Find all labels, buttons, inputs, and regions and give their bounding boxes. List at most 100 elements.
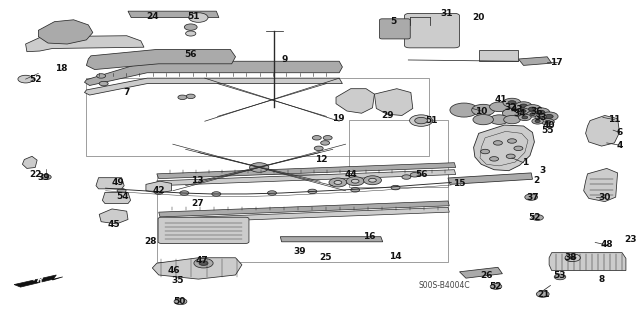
Polygon shape bbox=[38, 20, 93, 44]
Circle shape bbox=[351, 179, 359, 183]
Circle shape bbox=[268, 191, 276, 195]
Text: 19: 19 bbox=[332, 114, 344, 123]
Text: 54: 54 bbox=[116, 192, 129, 201]
Text: 42: 42 bbox=[152, 186, 165, 195]
Text: 43: 43 bbox=[511, 105, 524, 114]
Text: 16: 16 bbox=[363, 232, 376, 241]
Text: 20: 20 bbox=[472, 13, 485, 22]
Text: 33: 33 bbox=[534, 113, 547, 122]
Circle shape bbox=[540, 112, 558, 121]
Polygon shape bbox=[448, 173, 532, 184]
Text: 29: 29 bbox=[381, 111, 394, 120]
Polygon shape bbox=[474, 125, 534, 171]
Text: 56: 56 bbox=[415, 170, 428, 179]
Circle shape bbox=[570, 256, 576, 259]
Circle shape bbox=[99, 81, 108, 86]
Circle shape bbox=[532, 118, 543, 124]
Polygon shape bbox=[549, 253, 626, 271]
Polygon shape bbox=[584, 168, 618, 202]
Polygon shape bbox=[99, 209, 128, 224]
Text: 3: 3 bbox=[540, 166, 546, 175]
Text: 9: 9 bbox=[282, 55, 288, 63]
Text: 6: 6 bbox=[616, 128, 623, 137]
Polygon shape bbox=[14, 275, 63, 287]
Text: 44: 44 bbox=[344, 170, 357, 179]
Circle shape bbox=[117, 189, 126, 193]
Text: 46: 46 bbox=[168, 266, 180, 275]
Circle shape bbox=[521, 110, 526, 112]
Polygon shape bbox=[159, 207, 449, 223]
Text: 37: 37 bbox=[526, 193, 539, 202]
Text: 25: 25 bbox=[319, 253, 332, 262]
Polygon shape bbox=[26, 36, 144, 52]
Text: 1: 1 bbox=[522, 158, 528, 167]
Text: 41: 41 bbox=[494, 95, 507, 104]
Text: 2: 2 bbox=[533, 176, 540, 185]
Circle shape bbox=[530, 113, 535, 115]
Circle shape bbox=[180, 191, 189, 195]
Circle shape bbox=[334, 181, 342, 184]
Circle shape bbox=[514, 146, 523, 151]
Text: 14: 14 bbox=[389, 252, 402, 261]
Circle shape bbox=[314, 146, 323, 151]
Text: 31: 31 bbox=[440, 9, 453, 18]
Circle shape bbox=[518, 108, 529, 114]
Circle shape bbox=[481, 149, 490, 154]
Circle shape bbox=[174, 298, 187, 305]
Text: 38: 38 bbox=[564, 253, 577, 262]
Circle shape bbox=[565, 256, 577, 261]
Circle shape bbox=[472, 104, 495, 116]
Circle shape bbox=[493, 141, 502, 145]
Circle shape bbox=[250, 163, 269, 172]
Circle shape bbox=[532, 215, 543, 220]
Circle shape bbox=[529, 107, 536, 111]
Circle shape bbox=[545, 115, 553, 118]
Polygon shape bbox=[84, 78, 342, 95]
Circle shape bbox=[154, 190, 163, 194]
Circle shape bbox=[554, 274, 566, 280]
Circle shape bbox=[502, 108, 522, 118]
Circle shape bbox=[515, 102, 532, 110]
Text: 32: 32 bbox=[504, 103, 517, 112]
Text: 52: 52 bbox=[29, 75, 42, 84]
Circle shape bbox=[537, 110, 545, 114]
Text: 51: 51 bbox=[426, 116, 438, 125]
Text: 47: 47 bbox=[195, 256, 208, 265]
Circle shape bbox=[199, 261, 208, 265]
FancyBboxPatch shape bbox=[380, 19, 410, 39]
Text: 18: 18 bbox=[54, 64, 67, 73]
Polygon shape bbox=[518, 57, 552, 65]
Circle shape bbox=[415, 117, 428, 124]
Text: 23: 23 bbox=[624, 235, 637, 244]
Polygon shape bbox=[280, 237, 383, 242]
Circle shape bbox=[18, 75, 33, 83]
Polygon shape bbox=[152, 258, 242, 279]
Circle shape bbox=[565, 254, 580, 262]
FancyBboxPatch shape bbox=[158, 217, 249, 243]
Circle shape bbox=[522, 116, 527, 119]
Circle shape bbox=[402, 175, 411, 179]
Circle shape bbox=[369, 178, 376, 182]
Text: 35: 35 bbox=[172, 276, 184, 285]
Text: 28: 28 bbox=[144, 237, 157, 246]
Circle shape bbox=[527, 111, 538, 117]
Text: 7: 7 bbox=[124, 88, 130, 97]
Circle shape bbox=[490, 102, 509, 112]
Text: 17: 17 bbox=[550, 58, 563, 67]
FancyBboxPatch shape bbox=[479, 50, 518, 61]
Circle shape bbox=[541, 119, 554, 125]
Text: 21: 21 bbox=[538, 290, 550, 299]
Circle shape bbox=[410, 173, 419, 177]
Circle shape bbox=[490, 157, 499, 161]
Circle shape bbox=[308, 189, 317, 194]
Polygon shape bbox=[586, 115, 620, 146]
Polygon shape bbox=[336, 89, 374, 113]
Text: 26: 26 bbox=[480, 271, 493, 280]
Circle shape bbox=[323, 136, 332, 140]
Text: 27: 27 bbox=[191, 199, 204, 208]
Circle shape bbox=[329, 178, 347, 187]
Circle shape bbox=[312, 136, 321, 140]
Polygon shape bbox=[128, 11, 219, 18]
Circle shape bbox=[535, 120, 540, 122]
Circle shape bbox=[41, 174, 51, 180]
